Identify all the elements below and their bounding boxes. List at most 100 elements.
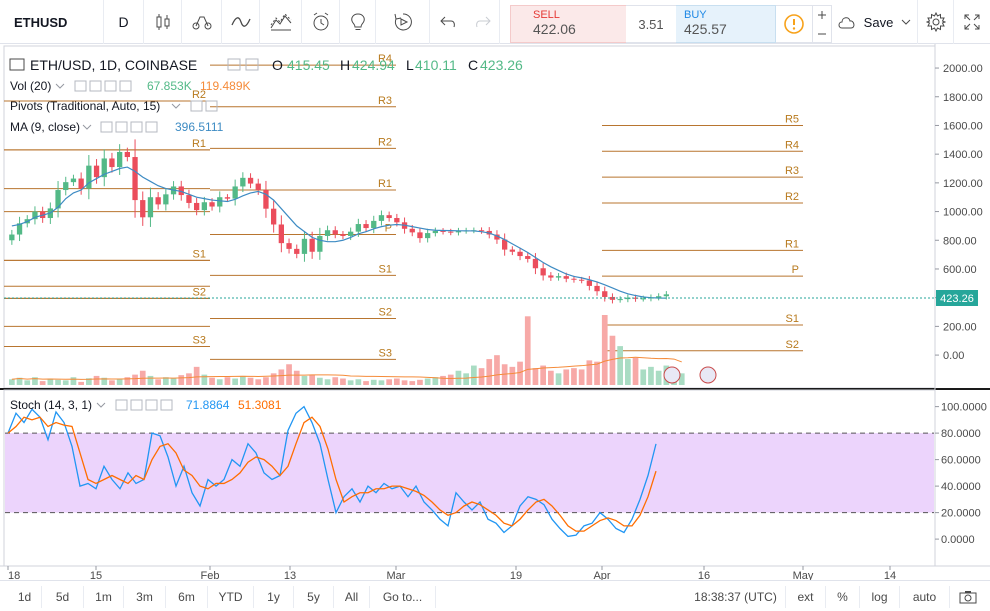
- eye-icon[interactable]: [227, 58, 241, 71]
- ext-toggle[interactable]: ext: [786, 586, 826, 608]
- candle-body: [86, 165, 92, 189]
- flag-icon[interactable]: [699, 366, 717, 384]
- candle-body: [194, 202, 200, 211]
- close-icon[interactable]: [160, 399, 173, 411]
- close-icon[interactable]: [145, 121, 158, 133]
- indicators-button[interactable]: [222, 0, 260, 44]
- time-axis[interactable]: 18 15 Feb 13 Mar 19 Apr 16 May 14: [7, 566, 896, 580]
- candle-body: [332, 230, 338, 235]
- alert-button[interactable]: [302, 0, 340, 44]
- candle-body: [163, 194, 169, 205]
- plus-icon[interactable]: [130, 121, 143, 133]
- minus-icon[interactable]: [813, 25, 831, 43]
- candle-body: [109, 158, 115, 168]
- stoch-axis[interactable]: 100.0000 80.0000 60.0000 40.0000 20.0000 0.00…: [935, 402, 987, 546]
- range-6m[interactable]: 6m: [166, 586, 208, 608]
- volume-bar: [548, 370, 554, 385]
- candle-body: [509, 249, 515, 252]
- volume-bar: [532, 368, 539, 385]
- event-flags[interactable]: [663, 366, 717, 384]
- eye-icon[interactable]: [115, 399, 128, 411]
- candle-body: [517, 251, 523, 257]
- trading-info-button[interactable]: [776, 5, 812, 43]
- templates-button[interactable]: [260, 0, 302, 44]
- sell-button[interactable]: SELL 422.06: [510, 5, 626, 43]
- volume-bar: [340, 378, 346, 385]
- settings-icon[interactable]: [205, 100, 218, 112]
- buy-button[interactable]: BUY 425.57: [676, 5, 776, 43]
- log-toggle[interactable]: log: [860, 586, 900, 608]
- chevron-down-icon[interactable]: [82, 124, 92, 130]
- settings-icon[interactable]: [89, 80, 102, 92]
- interval-button[interactable]: D: [104, 0, 144, 44]
- volume-bar: [170, 378, 177, 385]
- plus-icon[interactable]: [145, 399, 158, 411]
- volume-bar: [555, 373, 562, 385]
- x-tick-label: 15: [90, 570, 102, 580]
- undo-button[interactable]: [430, 0, 466, 44]
- clock-display[interactable]: 18:38:37 (UTC): [686, 586, 786, 608]
- candle-body: [63, 182, 69, 191]
- plus-icon[interactable]: [104, 80, 117, 92]
- goto-button[interactable]: Go to...: [370, 586, 436, 608]
- range-ytd[interactable]: YTD: [208, 586, 254, 608]
- screenshot-button[interactable]: [950, 586, 986, 608]
- redo-button[interactable]: [466, 0, 500, 44]
- close-icon[interactable]: [119, 80, 132, 92]
- eye-icon[interactable]: [190, 100, 203, 112]
- stoch-band: [5, 433, 934, 513]
- high-value: 424.94: [352, 57, 395, 73]
- settings-icon[interactable]: [245, 58, 259, 71]
- flag-icon[interactable]: [663, 366, 681, 384]
- plus-icon[interactable]: [813, 6, 831, 24]
- compare-button[interactable]: [182, 0, 222, 44]
- candle-body: [625, 297, 631, 300]
- candle-body: [101, 158, 107, 178]
- eye-icon[interactable]: [74, 80, 87, 92]
- chevron-down-icon[interactable]: [55, 83, 65, 89]
- auto-toggle[interactable]: auto: [900, 586, 950, 608]
- fullscreen-button[interactable]: [954, 0, 990, 44]
- volume-bar: [209, 377, 215, 385]
- range-3m[interactable]: 3m: [124, 586, 166, 608]
- range-1m[interactable]: 1m: [84, 586, 124, 608]
- replay-button[interactable]: [376, 0, 430, 44]
- volume-bar: [240, 375, 246, 385]
- chart-area[interactable]: R2 R1 S1 S2 S3 R4 R3 R2 R1 P S1 S2 S3 R5 R4 R3 R2 R1 P S1 S2…: [0, 44, 990, 580]
- collapse-icon[interactable]: [9, 58, 25, 71]
- volume-bar: [39, 381, 46, 385]
- range-5d[interactable]: 5d: [42, 586, 84, 608]
- candle-body: [348, 231, 354, 236]
- range-all[interactable]: All: [334, 586, 370, 608]
- price-axis[interactable]: 2000.00 1800.00 1600.00 1400.00 1200.00 1000.…: [935, 63, 983, 362]
- percent-toggle[interactable]: %: [826, 586, 860, 608]
- volume-title: Vol (20): [10, 79, 51, 93]
- candle-body: [309, 238, 315, 252]
- idea-button[interactable]: [340, 0, 376, 44]
- candle-body: [240, 177, 246, 187]
- settings-button[interactable]: [918, 0, 954, 44]
- range-1y[interactable]: 1y: [254, 586, 294, 608]
- volume-bar: [447, 374, 454, 385]
- candle-body: [586, 280, 592, 286]
- settings-icon[interactable]: [130, 399, 143, 411]
- volume-bar: [471, 365, 477, 385]
- chevron-down-icon[interactable]: [171, 103, 181, 109]
- pivot-label: R5: [785, 113, 799, 125]
- quantity-stepper[interactable]: [812, 5, 832, 43]
- symbol-search[interactable]: ETHUSD: [0, 0, 104, 44]
- x-tick-label: 13: [284, 570, 296, 580]
- chevron-down-icon[interactable]: [96, 402, 106, 408]
- candle-body: [440, 230, 446, 232]
- candle-body: [386, 215, 392, 219]
- range-5y[interactable]: 5y: [294, 586, 334, 608]
- y-tick-label: 1400.00: [943, 149, 983, 161]
- stoch-k-line: [7, 405, 657, 538]
- settings-icon[interactable]: [115, 121, 128, 133]
- eye-icon[interactable]: [100, 121, 113, 133]
- range-1d[interactable]: 1d: [8, 586, 42, 608]
- volume-bar: [247, 377, 254, 385]
- candle-body: [317, 235, 323, 252]
- chart-style-button[interactable]: [144, 0, 182, 44]
- save-button[interactable]: Save: [832, 0, 918, 44]
